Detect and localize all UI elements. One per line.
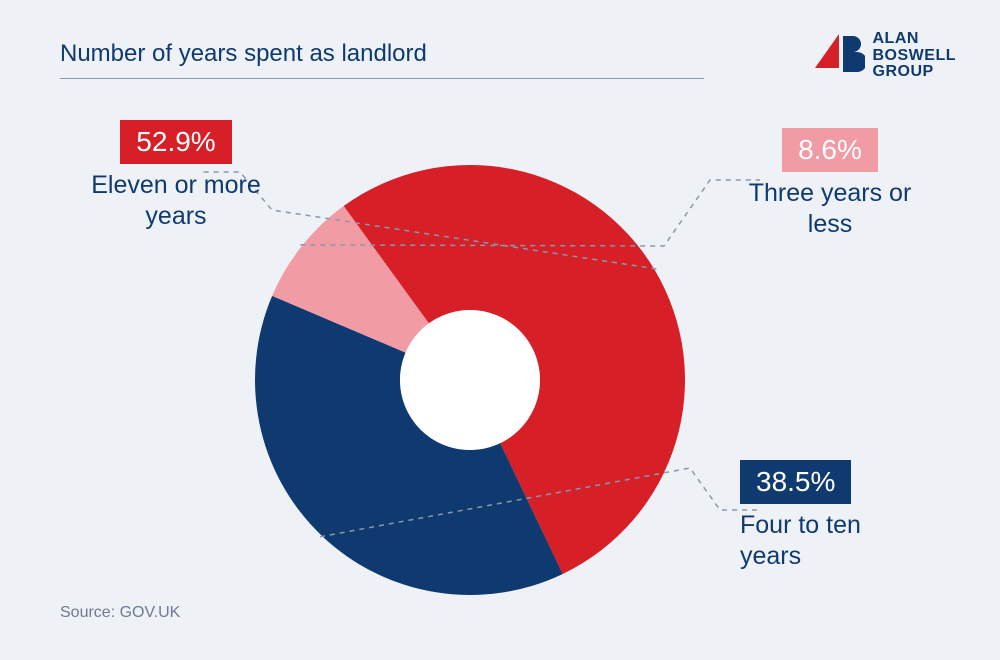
callout-four-to-ten: 38.5% Four to ten years: [740, 460, 920, 573]
source-text: Source: GOV.UK: [60, 604, 180, 622]
segment-label: Eleven or more years: [86, 170, 266, 233]
segment-label: Three years or less: [740, 178, 920, 241]
value-badge: 52.9%: [120, 120, 231, 164]
value-badge: 38.5%: [740, 460, 851, 504]
callout-eleven-or-more: 52.9% Eleven or more years: [86, 120, 266, 233]
segment-label: Four to ten years: [740, 510, 920, 573]
value-badge: 8.6%: [782, 128, 878, 172]
callout-three-or-less: 8.6% Three years or less: [740, 128, 920, 241]
